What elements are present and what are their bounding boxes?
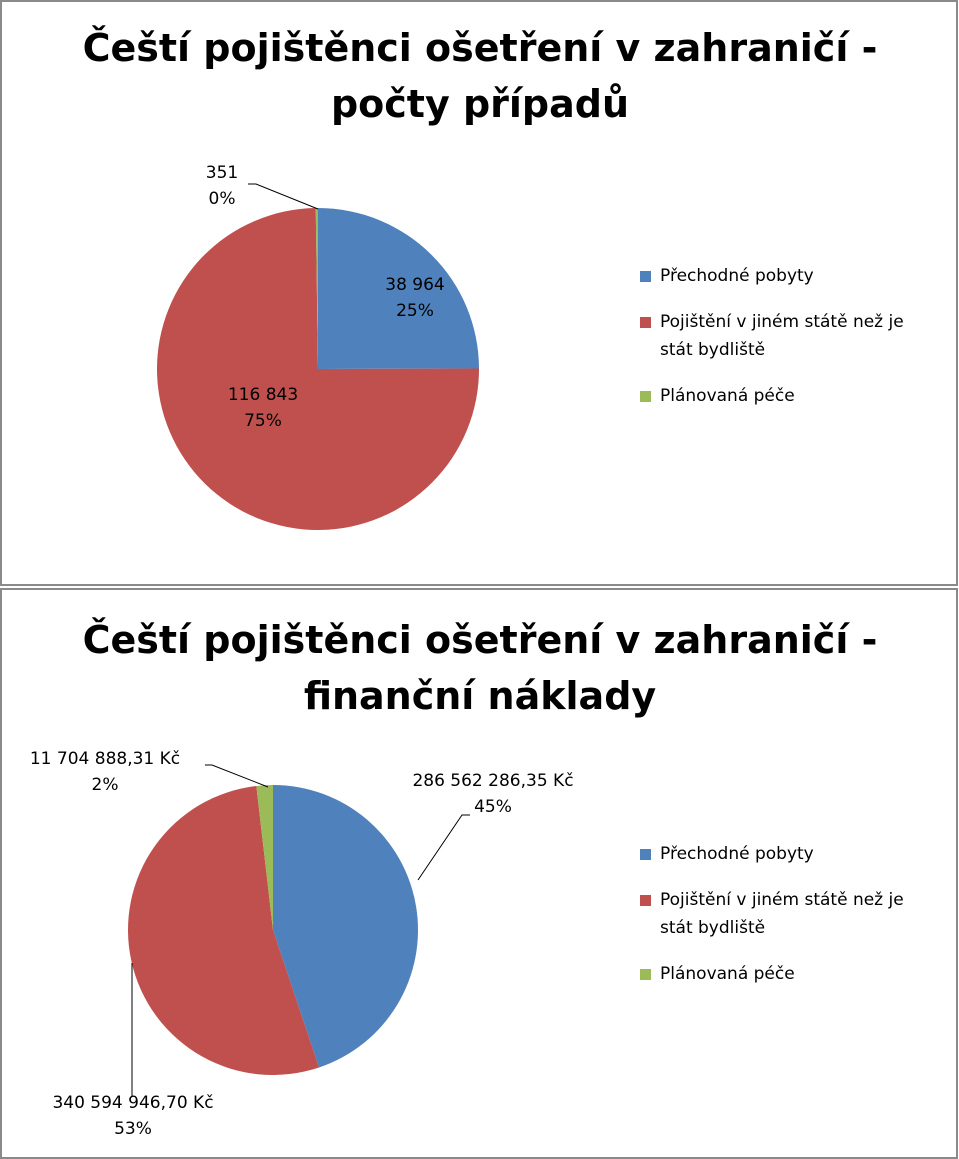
leader-line — [248, 183, 319, 210]
data-label-percent: 0% — [209, 189, 236, 209]
data-label-percent: 53% — [114, 1119, 152, 1139]
leader-line — [205, 764, 269, 788]
chart-border — [0, 588, 958, 1159]
legend-label: Pojištění v jiném státě než je stát bydl… — [660, 890, 904, 938]
legend-item: Pojištění v jiném státě než je stát bydl… — [640, 308, 940, 364]
legend-swatch — [640, 895, 651, 906]
data-label: 286 562 286,35 Kč — [412, 771, 573, 791]
legend-label: Přechodné pobyty — [660, 266, 814, 286]
chart-title: Čeští pojištěnci ošetření v zahraničí - … — [82, 26, 878, 126]
legend-swatch — [640, 391, 651, 402]
legend-label: Plánovaná péče — [660, 964, 795, 984]
pie-slice — [157, 208, 480, 530]
legend-swatch — [640, 271, 651, 282]
pie-slice — [256, 785, 273, 930]
legend-item: Plánovaná péče — [640, 960, 940, 988]
data-label-percent: 25% — [396, 301, 434, 321]
legend: Přechodné pobyty Pojištění v jiném státě … — [640, 840, 940, 1006]
data-label: 11 704 888,31 Kč — [30, 749, 180, 769]
legend-swatch — [640, 317, 651, 328]
legend-label: Plánovaná péče — [660, 386, 795, 406]
legend-item: Pojištění v jiném státě než je stát bydl… — [640, 886, 940, 942]
legend-swatch — [640, 849, 651, 860]
data-label-percent: 2% — [92, 775, 119, 795]
legend-swatch — [640, 969, 651, 980]
legend-label: Přechodné pobyty — [660, 844, 814, 864]
data-label: 351 — [206, 163, 238, 183]
data-label-percent: 45% — [474, 797, 512, 817]
leader-line — [417, 814, 470, 881]
pie-slice — [318, 208, 479, 369]
data-label: 116 843 — [228, 385, 298, 405]
legend-label: Pojištění v jiném státě než je stát bydl… — [660, 312, 904, 360]
legend-item: Přechodné pobyty — [640, 262, 940, 290]
pie-slice — [273, 785, 418, 1068]
legend-item: Plánovaná péče — [640, 382, 940, 410]
chart-border — [0, 0, 958, 586]
legend-item: Přechodné pobyty — [640, 840, 940, 868]
data-label: 38 964 — [385, 275, 444, 295]
data-label: 340 594 946,70 Kč — [52, 1093, 213, 1113]
legend: Přechodné pobyty Pojištění v jiném státě … — [640, 262, 940, 428]
data-label-percent: 75% — [244, 411, 282, 431]
pie-slice — [315, 208, 318, 369]
chart-title: Čeští pojištěnci ošetření v zahraničí - … — [82, 618, 878, 718]
pie-slice — [127, 785, 320, 1075]
